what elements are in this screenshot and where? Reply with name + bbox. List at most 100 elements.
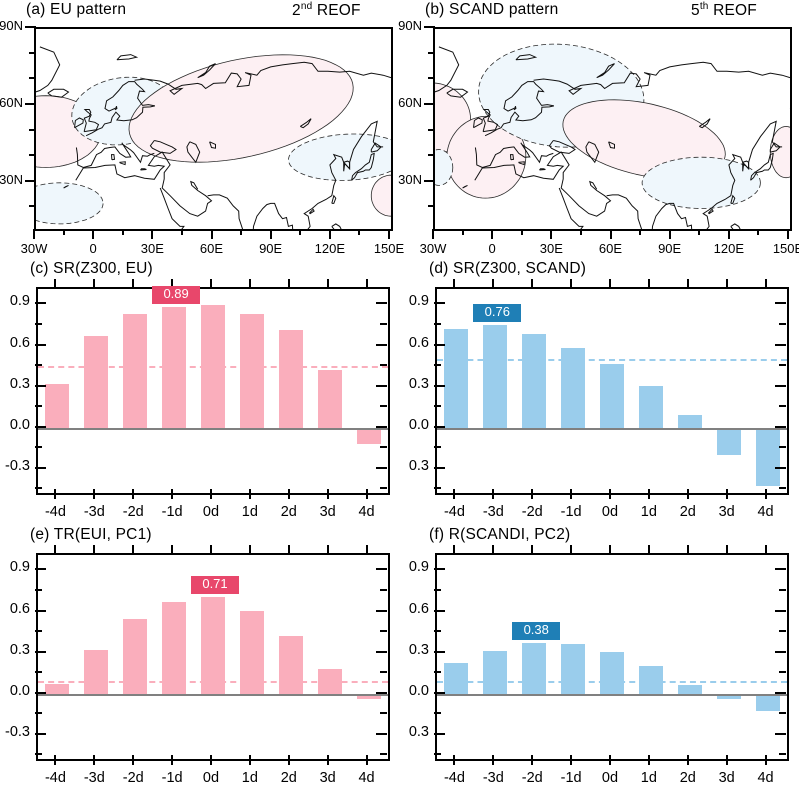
map-lon-label: 120E <box>314 241 346 256</box>
bar[interactable] <box>483 650 508 695</box>
map-lon-minor-tick <box>668 229 671 235</box>
y-tick-label: 0.6 <box>408 334 429 351</box>
bar[interactable] <box>356 694 381 699</box>
zero-line <box>38 693 388 696</box>
map-lon-label: 150E <box>772 241 799 256</box>
bar[interactable] <box>45 683 70 695</box>
bar[interactable] <box>200 305 225 429</box>
bar[interactable] <box>638 386 663 429</box>
y-minor-tick <box>35 446 42 449</box>
bar[interactable] <box>317 668 342 695</box>
x-tick <box>326 755 329 765</box>
bar[interactable] <box>755 428 780 487</box>
y-minor-tick <box>779 405 786 408</box>
bar[interactable] <box>561 644 586 695</box>
bar[interactable] <box>45 383 70 429</box>
x-tick <box>248 279 251 289</box>
y-tick-label: 0.3 <box>408 375 429 392</box>
bar[interactable] <box>278 635 303 695</box>
panel-a-corner-num: 2 <box>292 2 301 20</box>
map-lon-tick <box>432 229 434 239</box>
map-lon-label: 30E <box>539 241 563 256</box>
bar[interactable] <box>522 334 547 429</box>
bar[interactable] <box>444 663 469 695</box>
y-tick-label: 0.9 <box>408 559 429 576</box>
plot-area <box>437 289 787 493</box>
map-lon-label: 60E <box>598 241 623 256</box>
bar[interactable] <box>84 649 109 695</box>
y-minor-tick <box>380 588 387 591</box>
x-tick-label: 3d <box>718 504 735 520</box>
bar[interactable] <box>356 428 381 444</box>
x-tick <box>54 755 57 765</box>
plot-area <box>38 289 388 493</box>
x-tick-label: -2d <box>122 770 144 786</box>
bar[interactable] <box>599 364 624 429</box>
map-lon-label: 30E <box>140 241 164 256</box>
bar[interactable] <box>239 611 264 695</box>
panel-e-title: (e) TR(EUI, PC1) <box>30 526 152 543</box>
bar[interactable] <box>123 619 148 695</box>
x-tick <box>647 755 650 765</box>
bar[interactable] <box>716 428 741 455</box>
bar[interactable] <box>677 415 702 429</box>
y-minor-tick <box>380 364 387 367</box>
y-minor-tick <box>35 671 42 674</box>
x-tick-label: -1d <box>161 770 183 786</box>
y-tick <box>775 691 786 694</box>
bar[interactable] <box>599 652 624 695</box>
bar[interactable] <box>444 328 469 429</box>
map-lon-minor-tick <box>550 229 553 235</box>
x-tick <box>609 489 611 499</box>
bar[interactable] <box>561 347 586 429</box>
y-tick <box>376 466 387 469</box>
bar[interactable] <box>522 642 547 695</box>
x-tick <box>453 545 456 555</box>
bar[interactable] <box>239 313 264 429</box>
y-tick <box>376 691 387 694</box>
bar[interactable] <box>84 335 109 429</box>
panel-b-corner-rest: REOF <box>708 2 757 20</box>
bar[interactable] <box>716 694 741 699</box>
map-lon-minor-tick <box>461 229 464 235</box>
map-b-frame <box>433 27 792 231</box>
map-lon-minor-tick <box>121 229 124 235</box>
x-tick <box>531 755 534 765</box>
y-tick <box>35 466 46 469</box>
bar[interactable] <box>162 306 187 429</box>
bar[interactable] <box>162 601 187 695</box>
x-tick-label: 1d <box>241 504 258 520</box>
bar[interactable] <box>483 324 508 429</box>
bar[interactable] <box>123 313 148 429</box>
bar[interactable] <box>278 330 303 429</box>
x-tick-label: -4d <box>443 504 465 520</box>
bar[interactable] <box>755 694 780 712</box>
x-tick <box>248 489 251 499</box>
x-tick <box>492 545 495 555</box>
map-lat-label: 90N <box>0 18 23 33</box>
map-lat-minor-tick <box>29 179 36 182</box>
x-tick <box>764 545 767 555</box>
x-tick-label: -2d <box>122 504 144 520</box>
y-minor-tick <box>434 364 441 367</box>
x-tick <box>54 279 57 289</box>
y-minor-tick <box>434 405 441 408</box>
y-tick <box>434 302 445 305</box>
bar[interactable] <box>200 597 225 695</box>
y-minor-tick <box>35 405 42 408</box>
bar[interactable] <box>677 685 702 695</box>
y-minor-tick <box>779 364 786 367</box>
x-tick <box>764 279 767 289</box>
map-lat-minor-tick <box>428 154 435 157</box>
x-tick <box>725 755 728 765</box>
map-lon-label: 60E <box>199 241 224 256</box>
bar[interactable] <box>317 369 342 429</box>
x-tick-label: 2d <box>679 504 696 520</box>
y-tick <box>775 302 786 305</box>
bar[interactable] <box>638 665 663 695</box>
x-tick-label: -2d <box>521 504 543 520</box>
x-tick-label: 0d <box>202 504 220 520</box>
x-tick-label: 4d <box>358 504 375 520</box>
x-tick-label: 3d <box>718 770 735 786</box>
y-tick-label: 0.3 <box>408 641 429 658</box>
